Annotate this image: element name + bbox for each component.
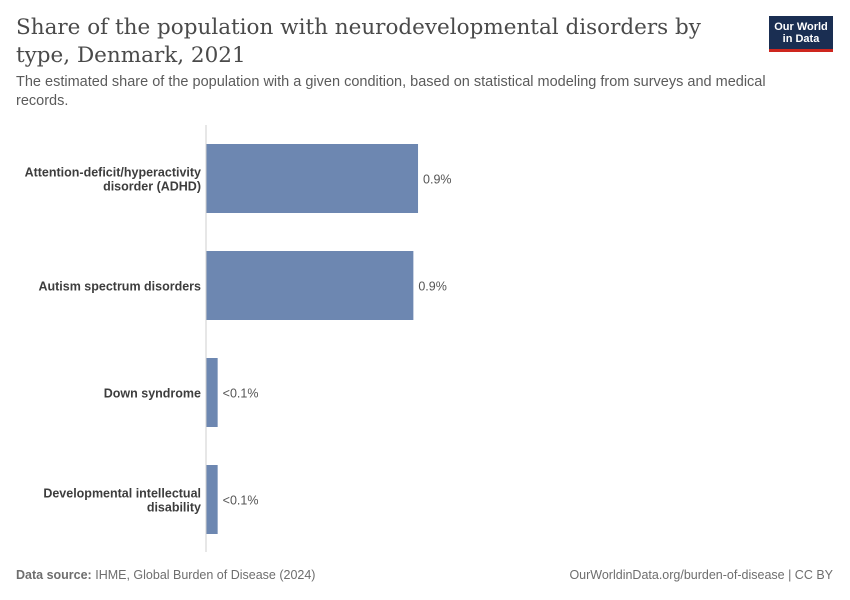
logo-line-1: Our World <box>774 20 828 33</box>
category-label: Down syndrome <box>104 387 201 401</box>
chart-subtitle: The estimated share of the population wi… <box>16 74 766 109</box>
data-source: Data source: IHME, Global Burden of Dise… <box>16 568 315 582</box>
chart-title: Share of the population with neurodevelo… <box>16 15 701 68</box>
category-label: Developmental intellectual <box>43 487 201 501</box>
category-label: Attention-deficit/hyperactivity <box>25 166 201 180</box>
bar[interactable] <box>206 465 218 534</box>
data-source-value: IHME, Global Burden of Disease (2024) <box>95 568 316 582</box>
logo-line-2: in Data <box>782 32 820 45</box>
value-label: <0.1% <box>223 387 259 401</box>
category-label: disorder (ADHD) <box>103 180 201 194</box>
value-label: <0.1% <box>223 494 259 508</box>
bar[interactable] <box>206 358 218 427</box>
category-label: Autism spectrum disorders <box>38 280 201 294</box>
bar[interactable] <box>206 251 414 320</box>
category-label: disability <box>147 501 201 515</box>
value-label: 0.9% <box>423 173 452 187</box>
owid-logo[interactable]: Our World in Data <box>769 16 833 52</box>
bar[interactable] <box>206 144 419 213</box>
value-label: 0.9% <box>418 280 447 294</box>
data-source-label: Data source: <box>16 568 92 582</box>
source-link[interactable]: OurWorldinData.org/burden-of-disease | C… <box>569 568 833 582</box>
